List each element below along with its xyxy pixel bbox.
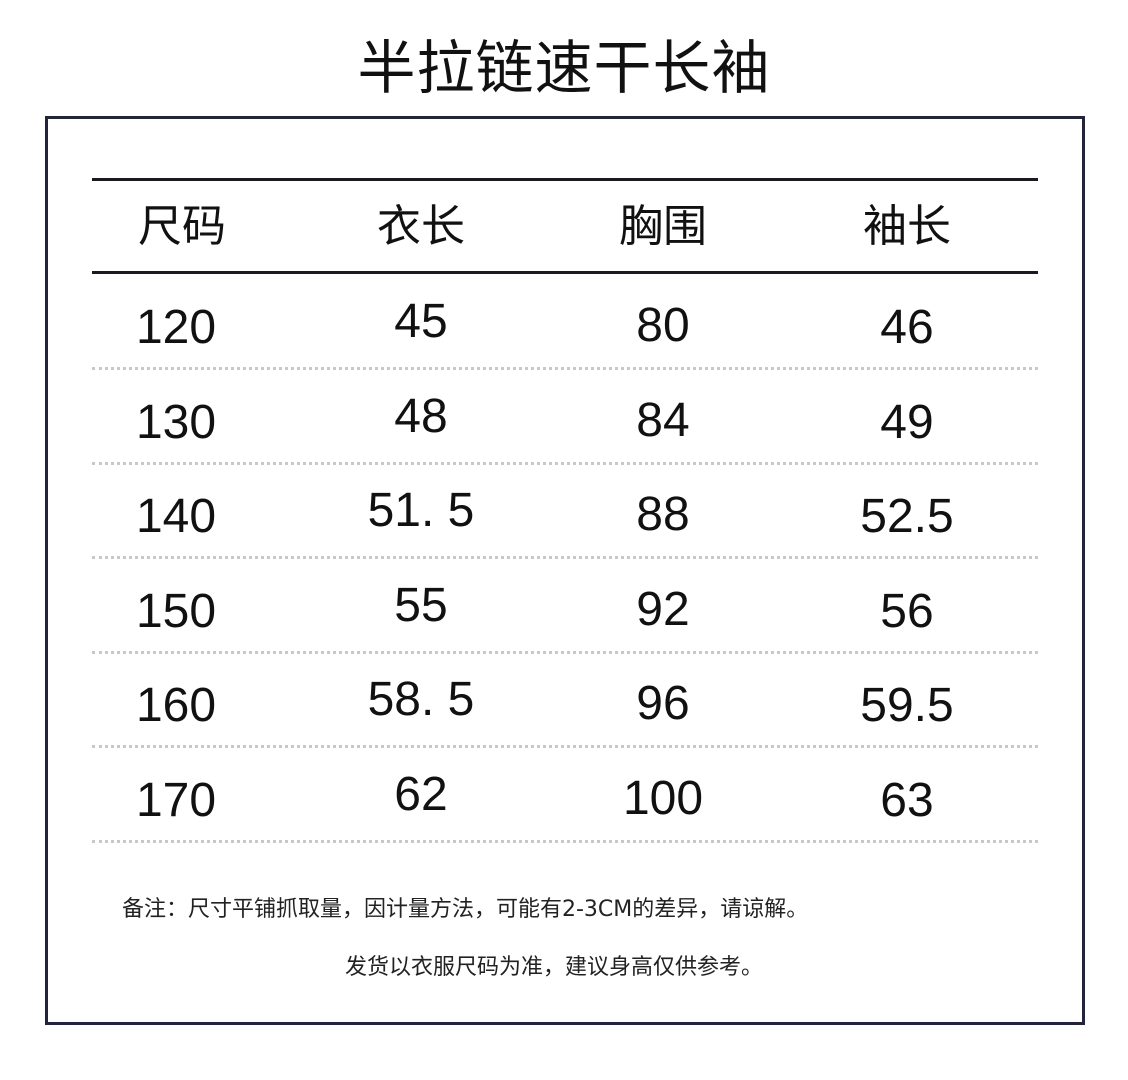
cell-length: 45 [394,295,448,348]
cell-sleeve: 49 [880,395,934,449]
row-divider [92,839,1038,843]
cell-chest: 84 [636,393,690,447]
header-sleeve: 袖长 [863,201,951,252]
cell-size: 120 [135,301,217,354]
page-title: 半拉链速干长袖 [357,34,771,102]
cell-length: 62 [394,767,448,821]
cell-size: 160 [135,679,217,732]
cell-chest: 100 [622,771,704,825]
size-chart-frame [45,116,1085,1025]
cell-sleeve: 46 [880,301,934,354]
row-divider [92,650,1038,654]
cell-chest: 92 [636,582,690,636]
header-chest: 胸围 [619,201,707,252]
cell-length: 55 [394,578,448,632]
cell-size: 140 [135,490,217,543]
row-divider [92,556,1038,559]
table-top-rule [92,178,1038,181]
row-divider [92,461,1038,465]
header-size: 尺码 [138,201,226,252]
note-line-2: 发货以衣服尺码为准，建议身高仅供参考。 [345,955,764,980]
cell-sleeve: 59.5 [860,679,954,732]
cell-size: 170 [135,773,217,827]
cell-chest: 80 [636,299,690,352]
row-divider [92,745,1038,748]
row-divider [92,367,1038,370]
cell-chest: 96 [636,677,690,730]
cell-size: 130 [135,395,217,449]
header-length: 衣长 [377,201,465,252]
cell-sleeve: 52.5 [860,490,954,543]
cell-length: 48 [394,389,448,443]
cell-length: 51. 5 [367,484,475,537]
cell-sleeve: 56 [880,584,934,638]
cell-sleeve: 63 [880,773,934,827]
cell-chest: 88 [636,488,690,541]
note-line-1: 备注：尺寸平铺抓取量，因计量方法，可能有2-3CM的差异，请谅解。 [122,897,809,922]
cell-length: 58. 5 [367,673,475,726]
cell-size: 150 [135,584,217,638]
header-bottom-rule [92,271,1038,274]
